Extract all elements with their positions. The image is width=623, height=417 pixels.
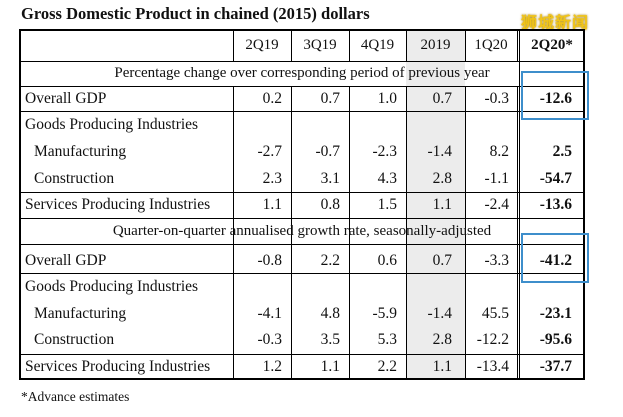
column-divider-1-2 [233, 86, 235, 380]
section1-value: 0.7 [320, 90, 340, 107]
section2-value: 1.1 [320, 358, 340, 375]
section1-value: -0.7 [315, 143, 340, 160]
section2-row-label: Services Producing Industries [25, 358, 211, 375]
section2-row-label: Overall GDP [25, 252, 107, 269]
section2-value: 1.1 [432, 358, 452, 375]
section1-row-label: Construction [34, 170, 115, 187]
section2-row-label: Manufacturing [34, 305, 127, 322]
column-header-1q20: 1Q20 [474, 37, 508, 53]
latest-column-background [517, 31, 585, 378]
rule-section1-heading [19, 86, 585, 88]
section2-value: -12.2 [476, 331, 509, 348]
section1-value: -2.4 [484, 196, 509, 213]
column-divider-3-1 [349, 29, 351, 61]
column-divider-2-2 [291, 86, 293, 380]
section1-value: -1.1 [484, 170, 509, 187]
section1-value: 0.2 [262, 90, 282, 107]
section1-value: 2.5 [552, 143, 572, 160]
section1-value: -2.3 [372, 143, 397, 160]
section2-row-label: Construction [34, 331, 115, 348]
rule-services-2 [19, 354, 585, 356]
year-column-shading [406, 29, 465, 380]
section1-value: -2.7 [257, 143, 282, 160]
column-header-2q19: 2Q19 [245, 37, 279, 53]
section2-value: 4.8 [320, 305, 340, 322]
column-divider-1-1 [233, 29, 235, 61]
column-divider-5-1 [465, 29, 467, 61]
section2-value: 5.3 [377, 331, 397, 348]
section2-value: 3.5 [320, 331, 340, 348]
section2-value: -3.3 [484, 252, 509, 269]
section2-value: -1.4 [427, 305, 452, 322]
section2-value: 2.2 [377, 358, 397, 375]
section2-value: 2.8 [432, 331, 452, 348]
section2-value: -13.4 [476, 358, 509, 375]
section1-value: 3.1 [320, 170, 340, 187]
section1-value: 1.1 [262, 196, 282, 213]
section2-value: -95.6 [539, 331, 572, 348]
section1-row-label: Overall GDP [25, 90, 107, 107]
section1-row-label: Services Producing Industries [25, 196, 211, 213]
section1-value: 0.7 [432, 90, 452, 107]
section1-row-label: Goods Producing Industries [25, 116, 199, 133]
section1-value: -1.4 [427, 143, 452, 160]
section2-value: -23.1 [539, 305, 572, 322]
section1-heading: Percentage change over corresponding per… [114, 65, 490, 81]
latest-column-divider [519, 29, 521, 380]
section1-value: 1.5 [377, 196, 397, 213]
table-title: Gross Domestic Product in chained (2015)… [21, 4, 370, 23]
section1-value: 2.8 [432, 170, 452, 187]
section2-heading: Quarter-on-quarter annualised growth rat… [112, 223, 492, 239]
section1-value: 0.8 [320, 196, 340, 213]
rule-section2-top [19, 218, 585, 220]
column-header-4q19: 4Q19 [360, 37, 395, 53]
column-divider-4-1 [406, 29, 408, 61]
section1-value: -12.6 [539, 90, 572, 107]
column-header-2q20: 2Q20* [531, 37, 573, 53]
highlight-box-yoy-gdp [521, 71, 589, 120]
section1-value: -54.7 [539, 170, 572, 187]
rule-overall-gdp-1 [19, 111, 585, 113]
section1-value: 2.3 [262, 170, 282, 187]
section2-row-label: Goods Producing Industries [25, 278, 199, 295]
section2-value: -0.3 [257, 331, 282, 348]
section2-value: -0.8 [257, 252, 282, 269]
section2-value: -5.9 [372, 305, 397, 322]
section2-value: 45.5 [481, 305, 509, 322]
section1-value: -0.3 [484, 90, 509, 107]
section2-value: -4.1 [257, 305, 282, 322]
column-divider-3-2 [349, 86, 351, 380]
column-divider-4-2 [406, 86, 408, 380]
rule-section2-heading [19, 244, 585, 246]
section1-row-label: Manufacturing [34, 143, 127, 160]
column-divider-2-1 [291, 29, 293, 61]
section2-value: 1.2 [262, 358, 282, 375]
watermark-logo: 狮城新闻 [521, 13, 590, 32]
column-divider-6-2 [517, 86, 519, 380]
column-header-3q19: 3Q19 [303, 37, 337, 53]
section1-value: -13.6 [539, 196, 572, 213]
footnote: *Advance estimates [21, 389, 130, 404]
section2-value: 0.6 [377, 252, 397, 269]
section1-value: 1.0 [377, 90, 397, 107]
section2-value: 0.7 [432, 252, 452, 269]
section2-value: -41.2 [539, 252, 572, 269]
rule-below-header [19, 61, 585, 63]
section1-value: 4.3 [377, 170, 397, 187]
gdp-table [19, 29, 585, 380]
column-divider-6-1 [517, 29, 519, 61]
section2-value: 2.2 [320, 252, 340, 269]
section1-value: 8.2 [489, 143, 509, 160]
section1-value: 1.1 [432, 196, 452, 213]
column-divider-5-2 [465, 86, 467, 380]
rule-overall-gdp-2 [19, 273, 585, 275]
section2-value: -37.7 [539, 358, 572, 375]
column-header-2019: 2019 [420, 37, 451, 53]
rule-services-1 [19, 192, 585, 194]
highlight-box-qoq-gdp [521, 233, 589, 283]
